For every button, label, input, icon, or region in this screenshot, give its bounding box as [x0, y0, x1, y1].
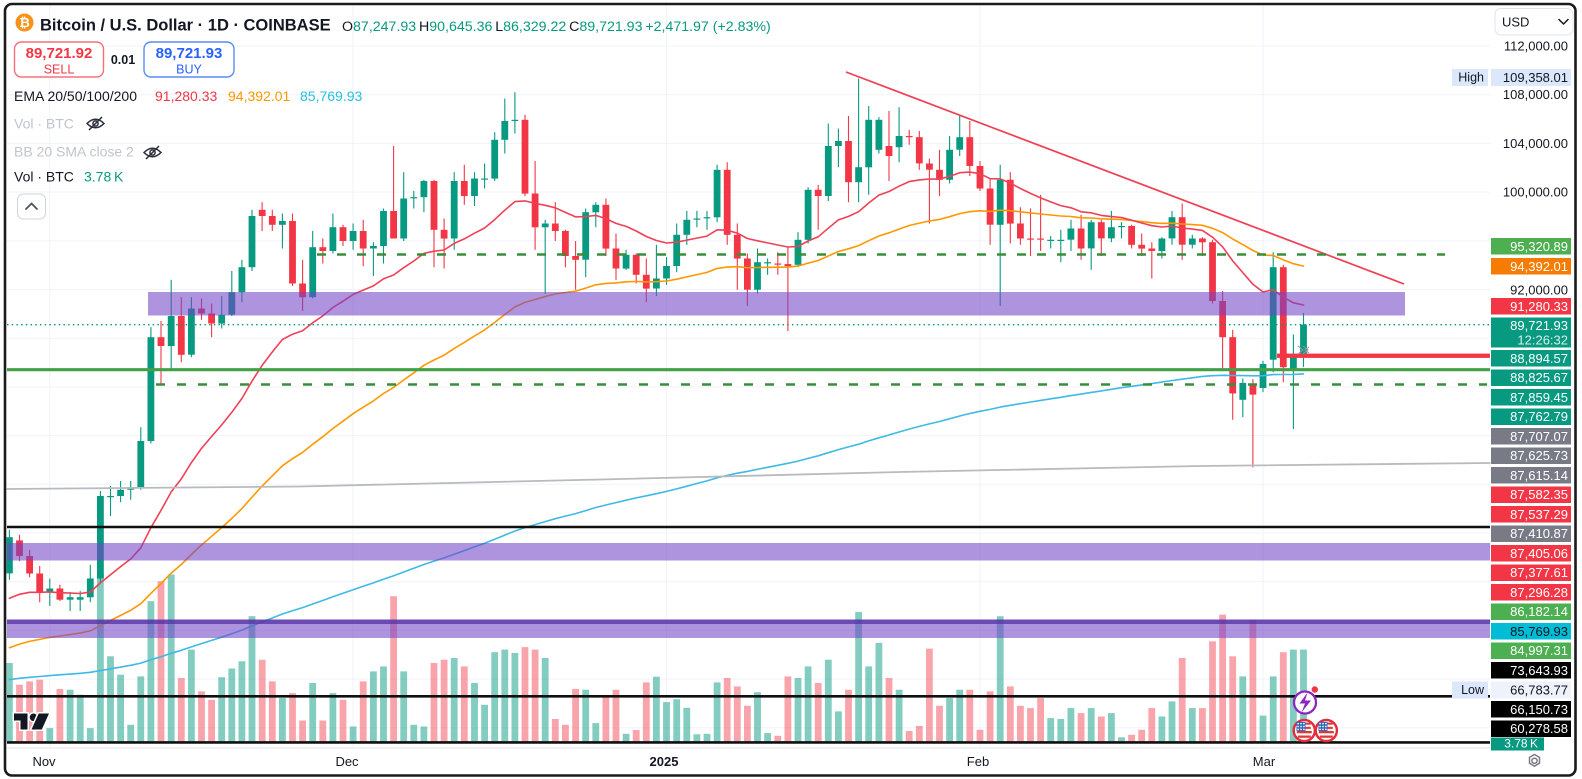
svg-text:85,769.93: 85,769.93: [1510, 624, 1568, 639]
svg-text:91,280.33: 91,280.33: [1510, 299, 1568, 314]
svg-text:High: High: [1458, 71, 1484, 85]
svg-text:USD: USD: [1502, 15, 1529, 30]
svg-text:Bitcoin / U.S. Dollar · 1D · C: Bitcoin / U.S. Dollar · 1D · COINBASE: [40, 17, 331, 35]
svg-text:O87,247.93 H90,645.36 L86,329.: O87,247.93 H90,645.36 L86,329.22 C89,721…: [342, 19, 771, 35]
svg-text:BB 20 SMA close 2: BB 20 SMA close 2: [14, 144, 134, 160]
svg-text:87,625.73: 87,625.73: [1510, 448, 1568, 463]
svg-text:0.01: 0.01: [111, 53, 135, 67]
svg-text:87,859.45: 87,859.45: [1510, 390, 1568, 405]
svg-text:87,762.79: 87,762.79: [1510, 409, 1568, 424]
svg-text:Low: Low: [1461, 683, 1485, 697]
svg-text:87,537.29: 87,537.29: [1510, 507, 1568, 522]
svg-text:88,894.57: 88,894.57: [1510, 351, 1568, 366]
svg-text:Feb: Feb: [967, 754, 989, 769]
svg-text:2025: 2025: [650, 754, 679, 769]
svg-text:87,296.28: 87,296.28: [1510, 585, 1568, 600]
svg-text:87,410.87: 87,410.87: [1510, 526, 1568, 541]
svg-text:Mar: Mar: [1253, 754, 1276, 769]
svg-text:BUY: BUY: [176, 63, 202, 77]
svg-text:86,182.14: 86,182.14: [1510, 604, 1568, 619]
svg-text:₿: ₿: [19, 15, 30, 30]
svg-text:66,783.77: 66,783.77: [1510, 683, 1568, 698]
svg-text:66,150.73: 66,150.73: [1510, 702, 1568, 717]
svg-text:108,000.00: 108,000.00: [1503, 87, 1568, 102]
svg-text:100,000.00: 100,000.00: [1503, 185, 1568, 200]
svg-text:88,825.67: 88,825.67: [1510, 370, 1568, 385]
svg-text:Dec: Dec: [335, 754, 359, 769]
svg-text:87,707.07: 87,707.07: [1510, 429, 1568, 444]
svg-text:87,377.61: 87,377.61: [1510, 565, 1568, 580]
svg-text:Vol · BTC: Vol · BTC: [14, 116, 74, 132]
svg-text:60,278.58: 60,278.58: [1510, 721, 1568, 736]
svg-text:3.78 K: 3.78 K: [1504, 736, 1538, 750]
svg-text:87,615.14: 87,615.14: [1510, 468, 1568, 483]
svg-text:84,997.31: 84,997.31: [1510, 643, 1568, 658]
svg-text:87,405.06: 87,405.06: [1510, 546, 1568, 561]
svg-text:SELL: SELL: [44, 63, 75, 77]
svg-text:94,392.01: 94,392.01: [1510, 259, 1568, 274]
svg-text:109,358.01: 109,358.01: [1503, 70, 1568, 85]
svg-text:92,000.00: 92,000.00: [1510, 283, 1568, 298]
svg-text:89,721.93: 89,721.93: [1510, 318, 1568, 333]
svg-text:104,000.00: 104,000.00: [1503, 136, 1568, 151]
svg-text:95,320.89: 95,320.89: [1510, 239, 1568, 254]
svg-text:89,721.93: 89,721.93: [156, 45, 223, 62]
svg-text:73,643.93: 73,643.93: [1510, 663, 1568, 678]
svg-text:112,000.00: 112,000.00: [1504, 39, 1568, 54]
svg-text:Nov: Nov: [32, 754, 56, 769]
svg-text:87,582.35: 87,582.35: [1510, 487, 1568, 502]
svg-text:12:26:32: 12:26:32: [1517, 333, 1568, 348]
svg-text:89,721.92: 89,721.92: [26, 45, 93, 62]
